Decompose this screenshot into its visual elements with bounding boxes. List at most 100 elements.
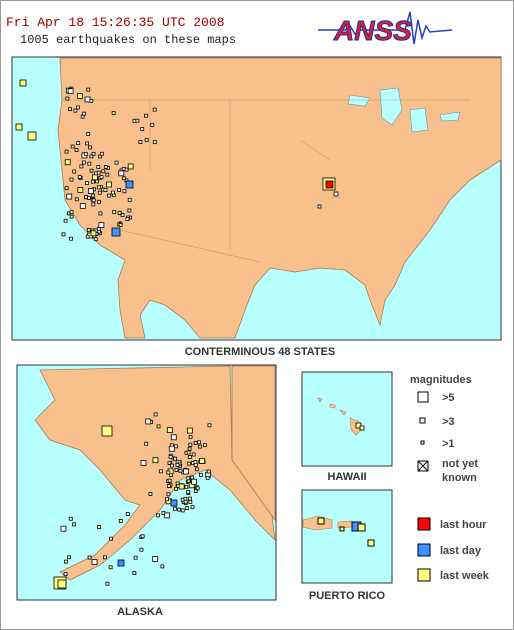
quake-marker: [168, 455, 173, 459]
quake-marker: [82, 111, 86, 116]
quake-marker: [190, 505, 195, 510]
quake-marker: [158, 469, 163, 474]
quake-marker: [111, 227, 121, 237]
quake-marker: [97, 199, 101, 204]
quake-marker: [117, 188, 122, 192]
logo: ANSS: [318, 11, 453, 47]
quake-marker: [165, 497, 169, 502]
quake-marker: [193, 460, 198, 465]
hawaii-map: [301, 371, 393, 467]
quake-marker: [197, 444, 202, 449]
quake-marker: [167, 478, 172, 483]
quake-marker: [135, 118, 140, 123]
quake-marker: [152, 556, 159, 562]
quake-marker: [195, 486, 200, 491]
quake-marker: [86, 87, 91, 92]
quake-marker: [87, 161, 92, 166]
legend-title: magnitudes: [410, 374, 472, 386]
quake-marker: [76, 141, 81, 145]
quake-marker: [122, 176, 126, 181]
quake-marker: [96, 227, 101, 231]
quake-marker: [174, 486, 179, 491]
quake-marker: [99, 151, 104, 156]
quake-marker: [105, 581, 110, 586]
quake-marker: [60, 525, 67, 532]
quake-marker: [96, 185, 101, 190]
quake-marker: [91, 202, 96, 207]
quake-marker: [188, 499, 193, 504]
quake-marker: [67, 555, 71, 560]
quake-marker: [188, 442, 193, 447]
quake-marker: [64, 159, 71, 166]
alaska-label: ALASKA: [117, 606, 163, 618]
quake-marker: [98, 211, 103, 216]
quake-marker: [152, 140, 157, 145]
quake-marker: [205, 475, 210, 480]
legend: magnitudes >5 >3 >1 not yet known last h…: [410, 374, 490, 582]
quake-marker: [184, 506, 189, 510]
quake-count: 1005 earthquakes on these maps: [20, 33, 236, 47]
quake-marker: [153, 412, 158, 417]
quake-marker: [183, 468, 190, 475]
quake-marker: [170, 499, 178, 507]
quake-marker: [83, 151, 88, 156]
quake-marker: [150, 122, 155, 127]
quake-marker: [187, 461, 191, 466]
quake-marker: [160, 564, 165, 569]
quake-marker: [73, 108, 78, 113]
time-swatch: [417, 543, 431, 557]
hawaii-label: HAWAII: [327, 471, 366, 483]
size-swatch: [420, 440, 425, 445]
quake-marker: [90, 230, 97, 237]
quake-marker: [111, 190, 115, 195]
quake-marker: [77, 175, 82, 179]
quake-marker: [69, 214, 74, 219]
size-label: >3: [442, 416, 455, 428]
quake-marker: [170, 434, 177, 441]
unknown-cross: [417, 460, 429, 472]
quake-marker: [105, 172, 110, 177]
quake-marker: [101, 425, 113, 437]
quake-marker: [127, 197, 132, 202]
quake-marker: [195, 467, 199, 472]
quake-marker: [178, 483, 185, 490]
quake-marker: [27, 131, 37, 141]
quake-marker: [152, 107, 157, 112]
quake-marker: [203, 443, 207, 448]
quake-marker: [61, 232, 66, 237]
quake-marker: [74, 197, 79, 202]
quake-marker: [64, 559, 68, 564]
size-label: >5: [442, 392, 455, 404]
quake-marker: [84, 195, 88, 200]
quake-marker: [69, 177, 74, 182]
quake-marker: [174, 467, 179, 472]
quake-marker: [89, 168, 94, 173]
quake-marker: [199, 457, 206, 464]
quake-marker: [197, 440, 201, 445]
quake-marker: [96, 170, 101, 175]
quake-marker: [140, 534, 145, 539]
quake-marker: [166, 427, 173, 434]
quake-marker: [107, 193, 111, 198]
quake-marker: [121, 166, 126, 171]
quake-marker: [122, 189, 127, 194]
quake-marker: [183, 499, 188, 504]
quake-marker: [156, 513, 160, 518]
quake-marker: [67, 88, 74, 95]
quake-marker: [175, 462, 180, 467]
quake-marker: [91, 193, 96, 198]
pr-map: [301, 489, 393, 584]
quake-marker: [186, 476, 191, 481]
quake-marker: [133, 555, 138, 560]
quake-marker: [144, 441, 149, 446]
time-label: last day: [440, 545, 482, 557]
quake-marker: [63, 572, 68, 577]
quake-marker: [317, 204, 322, 209]
quake-marker: [99, 175, 104, 180]
quake-marker: [167, 461, 172, 465]
time-swatch: [417, 568, 431, 582]
quake-marker: [15, 123, 23, 131]
quake-marker: [132, 571, 137, 575]
quake-marker: [85, 234, 90, 239]
quake-marker: [117, 559, 125, 567]
